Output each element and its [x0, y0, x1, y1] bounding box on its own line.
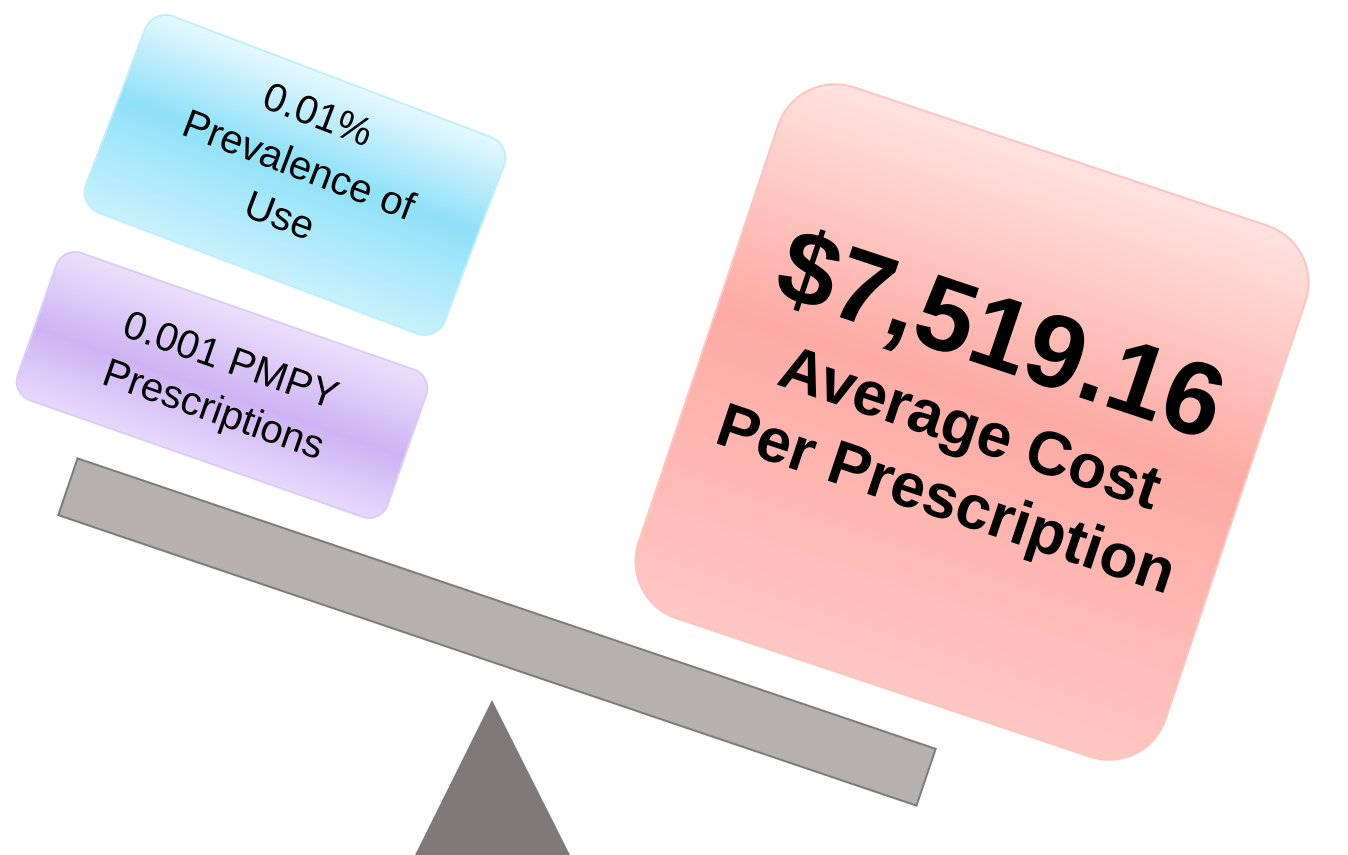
prevalence-box: 0.01% Prevalence of Use: [83, 14, 507, 336]
fulcrum: [415, 700, 570, 855]
beam: [57, 457, 937, 807]
cost-box: $7,519.16 Average Cost Per Prescription: [634, 83, 1310, 761]
